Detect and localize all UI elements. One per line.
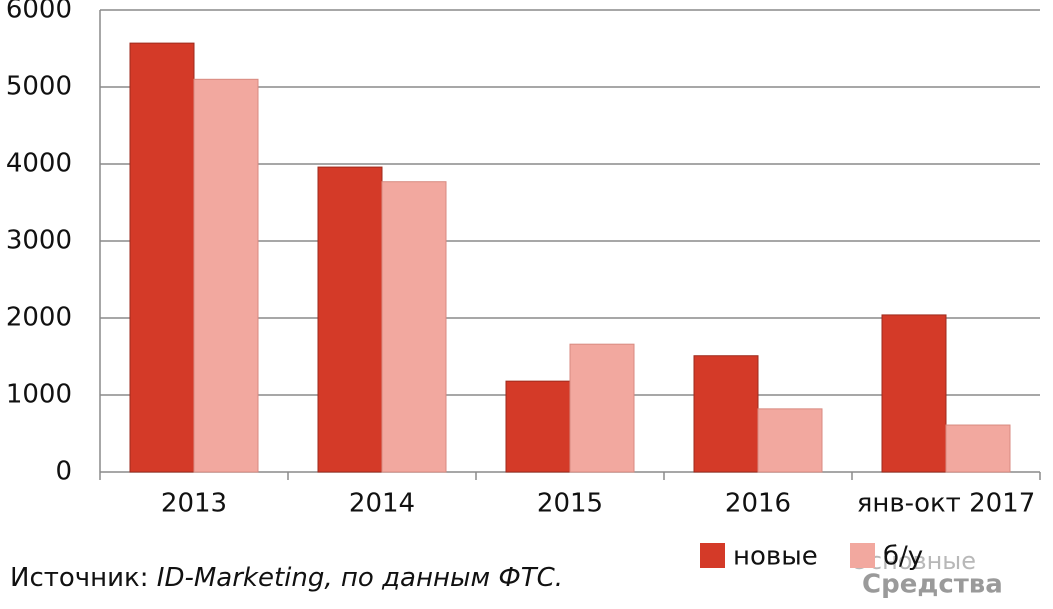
source-text: ID-Marketing, по данным ФТС. — [157, 563, 563, 593]
y-tick-label: 0 — [55, 457, 72, 487]
watermark: Средства — [862, 570, 1003, 600]
bar — [693, 355, 759, 473]
legend-swatch — [700, 543, 725, 568]
x-tick-label: янв-окт 2017 — [857, 489, 1036, 519]
bar — [569, 343, 635, 473]
source-label: Источник: — [10, 563, 149, 593]
x-tick-label: 2015 — [537, 489, 603, 519]
y-tick-label: 2000 — [6, 303, 72, 333]
bar — [757, 408, 823, 473]
x-tick-label: 2014 — [349, 489, 415, 519]
y-tick-label: 4000 — [6, 149, 72, 179]
y-tick-label: 6000 — [6, 0, 72, 25]
x-tick-label: 2013 — [161, 489, 227, 519]
bar — [881, 314, 947, 473]
legend-label: б/у — [883, 542, 923, 572]
bar — [129, 42, 195, 473]
legend-swatch — [850, 543, 875, 568]
bar — [381, 181, 447, 473]
y-tick-label: 3000 — [6, 226, 72, 256]
y-tick-label: 1000 — [6, 380, 72, 410]
bar — [193, 78, 259, 473]
x-tick-label: 2016 — [725, 489, 791, 519]
bar — [945, 424, 1011, 473]
legend-label: новые — [733, 542, 818, 572]
bar — [505, 380, 571, 473]
y-tick-label: 5000 — [6, 72, 72, 102]
source: Источник: ID-Marketing, по данным ФТС. — [10, 563, 563, 593]
bar — [317, 166, 383, 473]
